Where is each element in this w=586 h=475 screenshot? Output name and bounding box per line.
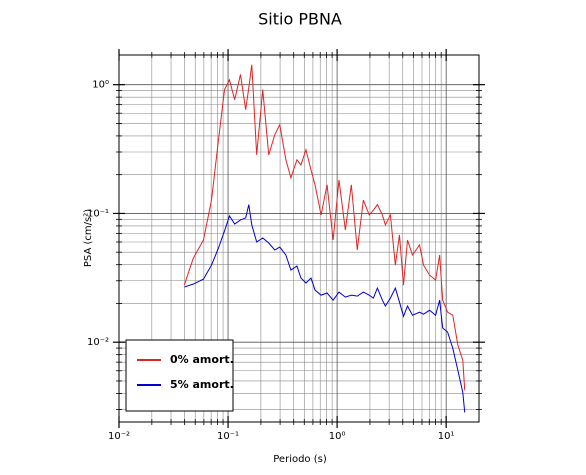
series-line bbox=[183, 64, 466, 391]
legend-label: 0% amort. bbox=[170, 353, 234, 366]
x-axis-label: Periodo (s) bbox=[273, 454, 327, 465]
y-tick-label: 10⁰ bbox=[92, 80, 109, 91]
legend-label: 5% amort. bbox=[170, 378, 234, 391]
x-tick-label: 10¹ bbox=[438, 431, 455, 442]
chart-title: Sitio PBNA bbox=[258, 10, 342, 29]
y-tick-label: 10⁻² bbox=[87, 337, 109, 348]
x-tick-label: 10⁰ bbox=[329, 431, 346, 442]
y-axis-label: PSA (cm/s²) bbox=[83, 209, 94, 267]
legend-box bbox=[125, 339, 234, 412]
series-line bbox=[184, 204, 466, 413]
x-tick-label: 10⁻² bbox=[108, 431, 130, 442]
x-tick-label: 10⁻¹ bbox=[217, 431, 239, 442]
y-tick-label: 10⁻¹ bbox=[87, 208, 109, 219]
plot-frame bbox=[118, 54, 480, 423]
